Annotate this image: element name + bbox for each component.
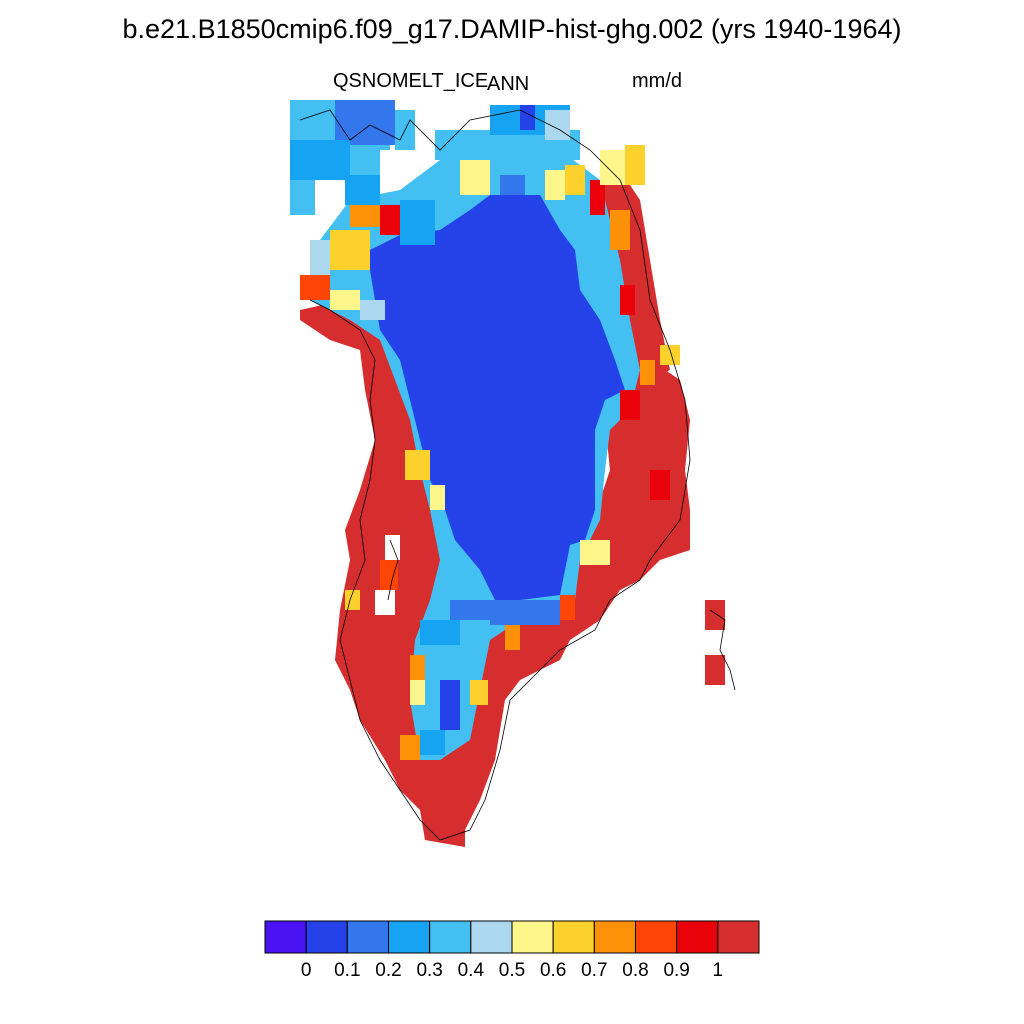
colorbar-tick-label: 0.4 [457,960,485,981]
colorbar-tick-label: 0.1 [334,960,361,981]
colorbar-tick-label: 0.3 [416,960,443,981]
island-cell-2 [705,655,725,685]
colorbar-tick-label: 0.8 [622,960,649,981]
ice-sheet-interior [370,195,625,600]
colorbar-swatch [429,920,472,954]
colorbar-swatch [511,920,554,954]
colorbar-swatch [676,920,719,954]
colorbar-tick-label: 0 [300,960,312,981]
colorbar [264,920,760,954]
greenland-snowmelt-map [290,100,736,847]
colorbar-swatch [305,920,348,954]
units-label: mm/d [632,70,682,92]
colorbar-swatch [264,920,307,954]
colorbar-tick-label: 0.9 [663,960,690,981]
colorbar-tick-label: 0.6 [539,960,567,981]
colorbar-tick-label: 0.5 [498,960,526,981]
plot-title: b.e21.B1850cmip6.f09_g17.DAMIP-hist-ghg.… [122,14,902,44]
northern-fringe [290,100,645,275]
colorbar-tick-label: 1 [712,960,724,981]
variable-label: QSNOMELT_ICE [333,70,489,92]
period-label: ANN [487,73,530,95]
colorbar-swatch [552,920,595,954]
colorbar-swatch [635,920,678,954]
colorbar-swatch [388,920,431,954]
coastal-bins [300,180,680,760]
coastline [299,109,736,841]
colorbar-tick-label: 0.2 [375,960,402,981]
colorbar-swatch [717,920,760,954]
colorbar-swatch [593,920,637,954]
colorbar-swatch [470,920,513,954]
colorbar-tick-label: 0.7 [581,960,608,981]
colorbar-swatch [346,920,390,954]
island-cell-1 [705,600,725,630]
